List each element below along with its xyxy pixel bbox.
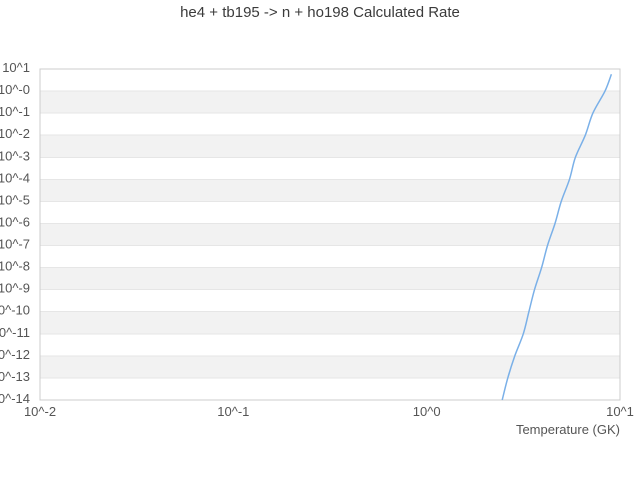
svg-text:10^-2: 10^-2 xyxy=(24,404,56,419)
svg-text:10^-11: 10^-11 xyxy=(0,325,30,340)
svg-text:Temperature (GK): Temperature (GK) xyxy=(516,422,620,437)
svg-text:10^-2: 10^-2 xyxy=(0,126,30,141)
svg-text:10^0: 10^0 xyxy=(413,404,441,419)
svg-text:10^1: 10^1 xyxy=(606,404,634,419)
svg-text:10^-10: 10^-10 xyxy=(0,303,30,318)
svg-text:10^-7: 10^-7 xyxy=(0,237,30,252)
svg-text:10^-12: 10^-12 xyxy=(0,347,30,362)
svg-text:10^-1: 10^-1 xyxy=(217,404,249,419)
svg-text:10^-5: 10^-5 xyxy=(0,192,30,207)
svg-text:10^-0: 10^-0 xyxy=(0,82,30,97)
svg-text:10^-6: 10^-6 xyxy=(0,214,30,229)
svg-text:10^-8: 10^-8 xyxy=(0,259,30,274)
svg-text:10^-3: 10^-3 xyxy=(0,148,30,163)
svg-text:10^-4: 10^-4 xyxy=(0,170,30,185)
svg-text:10^-9: 10^-9 xyxy=(0,281,30,296)
svg-text:10^-13: 10^-13 xyxy=(0,369,30,384)
svg-text:10^-1: 10^-1 xyxy=(0,104,30,119)
svg-text:10^1: 10^1 xyxy=(2,60,30,75)
